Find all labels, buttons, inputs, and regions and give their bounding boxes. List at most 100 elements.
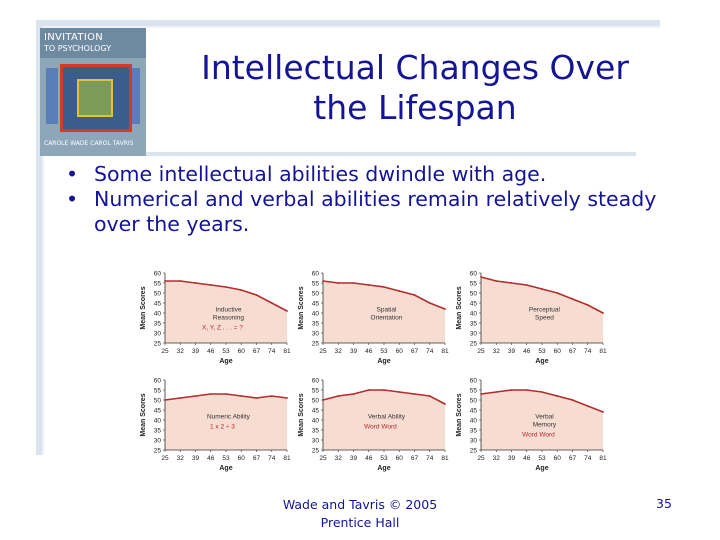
chart-x-tick-label: 32 — [335, 348, 343, 355]
chart-panel-illustration-text: Word Word — [522, 432, 555, 439]
chart-y-tick-label: 60 — [154, 271, 162, 278]
chart-y-tick-label: 40 — [470, 418, 478, 425]
bullet-item: • Some intellectual abilities dwindle wi… — [66, 162, 706, 187]
chart-data-point — [194, 395, 197, 397]
chart-y-tick-label: 60 — [470, 271, 478, 278]
chart-panel: 25 30 35 40 45 50 55 60 25 32 39 46 53 60 67 74 81 Age Mea… — [456, 271, 607, 366]
chart-x-tick-label: 32 — [335, 455, 343, 462]
chart-x-tick-label: 25 — [319, 348, 327, 355]
chart-y-tick-label: 55 — [154, 281, 162, 288]
chart-x-tick-label: 32 — [493, 455, 501, 462]
chart-data-point — [495, 391, 498, 393]
chart-y-axis-label: Mean Scores — [456, 286, 463, 329]
chart-panel-label: Perceptual — [529, 307, 561, 314]
chart-y-tick-label: 50 — [154, 291, 162, 298]
chart-data-point — [428, 302, 431, 304]
chart-data-point — [541, 288, 543, 290]
chart-data-point — [510, 282, 513, 284]
chart-x-tick-label: 74 — [584, 348, 592, 355]
chart-y-tick-label: 45 — [154, 301, 162, 308]
book-cover-authors: CAROLE WADE CAROL TAVRIS — [44, 140, 134, 147]
chart-data-point — [571, 399, 574, 401]
chart-data-point — [398, 391, 401, 393]
chart-panel-label: Numeric Ability — [207, 414, 251, 421]
chart-panel: 25 30 35 40 45 50 55 60 25 32 39 46 53 60 67 74 81 Age Mea… — [456, 378, 607, 473]
chart-panel-label: Inductive — [215, 307, 241, 314]
chart-y-tick-label: 50 — [470, 291, 478, 298]
slide-frame-divider — [36, 152, 636, 156]
chart-x-tick-label: 74 — [268, 455, 276, 462]
chart-y-tick-label: 45 — [312, 408, 320, 415]
chart-x-axis-label: Age — [219, 358, 232, 365]
chart-data-point — [480, 393, 482, 395]
chart-y-tick-label: 30 — [470, 438, 478, 445]
chart-y-tick-label: 45 — [312, 301, 320, 308]
chart-x-axis-label: Age — [535, 358, 548, 365]
chart-data-point — [179, 397, 182, 399]
chart-x-tick-label: 81 — [441, 348, 449, 355]
chart-panel-label: Orientation — [371, 315, 403, 322]
bullet-dot: • — [66, 187, 79, 211]
chart-data-point — [322, 280, 324, 282]
chart-y-tick-label: 25 — [312, 341, 320, 348]
chart-panel: 25 30 35 40 45 50 55 60 25 32 39 46 53 60 67 74 81 Age Mea… — [298, 378, 449, 473]
chart-x-tick-label: 39 — [508, 348, 516, 355]
chart-x-tick-label: 67 — [253, 348, 261, 355]
slide-page-number: 35 — [656, 496, 672, 511]
chart-y-tick-label: 35 — [312, 428, 320, 435]
chart-data-point — [525, 389, 528, 391]
bullet-text: Numerical and verbal abilities remain re… — [94, 187, 657, 236]
chart-y-tick-label: 40 — [470, 311, 478, 318]
chart-x-tick-label: 32 — [493, 348, 501, 355]
chart-y-tick-label: 35 — [312, 321, 320, 328]
chart-data-point — [209, 393, 212, 395]
chart-x-tick-label: 81 — [283, 455, 291, 462]
chart-x-axis-label: Age — [377, 465, 390, 472]
chart-y-tick-label: 25 — [470, 448, 478, 455]
chart-panel-illustration-text: 1 x 2 ÷ 3 — [210, 424, 235, 431]
chart-x-tick-label: 60 — [238, 348, 246, 355]
chart-panel: 25 30 35 40 45 50 55 60 25 32 39 46 53 60 67 74 81 Age Mea… — [140, 271, 291, 366]
chart-data-point — [367, 389, 370, 391]
chart-data-point — [286, 397, 288, 399]
chart-y-tick-label: 40 — [312, 418, 320, 425]
slide-frame-left — [36, 20, 42, 455]
chart-data-point — [383, 389, 385, 391]
slide-frame-top-inner — [36, 26, 660, 28]
chart-x-tick-label: 60 — [396, 348, 404, 355]
chart-x-tick-label: 32 — [177, 348, 185, 355]
chart-data-point — [428, 395, 431, 397]
book-cover-band — [40, 28, 146, 58]
chart-data-point — [225, 393, 227, 395]
chart-y-tick-label: 35 — [470, 428, 478, 435]
chart-y-tick-label: 55 — [154, 388, 162, 395]
chart-data-point — [270, 302, 273, 304]
chart-x-tick-label: 39 — [508, 455, 516, 462]
chart-area-fill — [481, 390, 603, 450]
slide-title-line2: the Lifespan — [313, 88, 517, 127]
chart-y-tick-label: 50 — [470, 398, 478, 405]
chart-y-tick-label: 40 — [154, 418, 162, 425]
chart-x-axis-label: Age — [219, 465, 232, 472]
slide-footer: Wade and Tavris © 2005 Prentice Hall — [260, 496, 460, 532]
bullet-text: Some intellectual abilities dwindle with… — [94, 162, 547, 186]
chart-y-tick-label: 30 — [470, 331, 478, 338]
chart-data-point — [270, 395, 273, 397]
chart-area-fill — [165, 394, 287, 450]
chart-data-point — [352, 393, 355, 395]
chart-y-tick-label: 50 — [312, 398, 320, 405]
slide-title-line1: Intellectual Changes Over — [201, 48, 629, 87]
chart-y-tick-label: 60 — [470, 378, 478, 385]
chart-y-tick-label: 60 — [312, 271, 320, 278]
book-cover-shutter-left — [46, 68, 58, 124]
chart-x-tick-label: 67 — [411, 348, 419, 355]
chart-data-point — [571, 298, 574, 300]
chart-y-tick-label: 30 — [154, 438, 162, 445]
chart-panel: 25 30 35 40 45 50 55 60 25 32 39 46 53 60 67 74 81 Age Mea… — [298, 271, 449, 366]
footer-copyright: Wade and Tavris © 2005 — [282, 497, 438, 512]
book-cover-subtitle: TO PSYCHOLOGY — [44, 44, 112, 53]
chart-y-tick-label: 45 — [470, 408, 478, 415]
bullet-list: • Some intellectual abilities dwindle wi… — [66, 162, 706, 237]
chart-panel-label: Memory — [533, 422, 557, 429]
chart-panel-label: Reasoning — [213, 315, 244, 322]
